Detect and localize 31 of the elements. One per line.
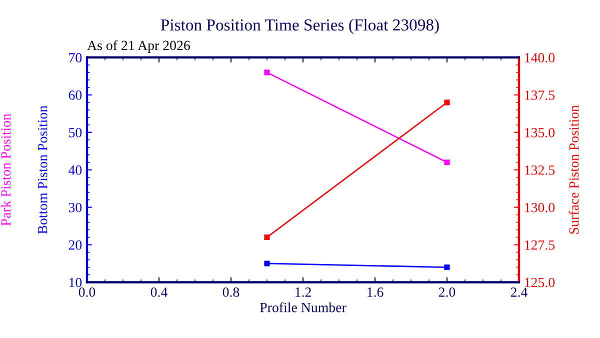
y-tick-label: 20 xyxy=(68,240,82,250)
y-tick-label: 40 xyxy=(68,165,82,175)
y2-tick-label: 137.5 xyxy=(525,90,555,100)
x-tick-label: 2.4 xyxy=(510,288,528,297)
y-tick-label: 10 xyxy=(69,278,82,288)
x-axis-title: Profile Number xyxy=(260,302,346,312)
y2-tick-label: 130.0 xyxy=(525,202,555,212)
y-tick-label: 50 xyxy=(69,128,82,138)
y2-tick-label: 132.5 xyxy=(525,165,555,175)
text: Park Piston Position xyxy=(0,114,11,226)
point xyxy=(264,260,270,266)
x-tick-label: 0.4 xyxy=(150,287,168,297)
y-tick-label: 70 xyxy=(69,53,82,62)
text: Bottom Piston Position xyxy=(38,106,48,234)
y2-tick-label: 135.0 xyxy=(525,128,555,138)
x-tick-label: 0.8 xyxy=(222,287,240,297)
x-tick-label: 0.0 xyxy=(78,287,96,297)
x-tick-label: 2.0 xyxy=(438,287,456,297)
point xyxy=(444,160,450,166)
point xyxy=(444,264,450,270)
chart-title: Piston Position Time Series (Float 23098) xyxy=(160,18,439,34)
x-tick-label: 1.6 xyxy=(368,288,384,297)
y-tick-label: 30 xyxy=(68,202,82,212)
text: Surface Piston Position xyxy=(568,105,579,234)
point xyxy=(264,70,270,76)
y2-tick-label: 125.0 xyxy=(525,278,555,288)
chart-subtitle: As of 21 Apr 2026 xyxy=(87,40,190,53)
y2-tick-label: 127.5 xyxy=(525,240,555,250)
y-tick-label: 60 xyxy=(68,90,82,100)
x-tick-label: 1.2 xyxy=(296,288,311,297)
y2-tick-label: 140.0 xyxy=(525,53,555,62)
